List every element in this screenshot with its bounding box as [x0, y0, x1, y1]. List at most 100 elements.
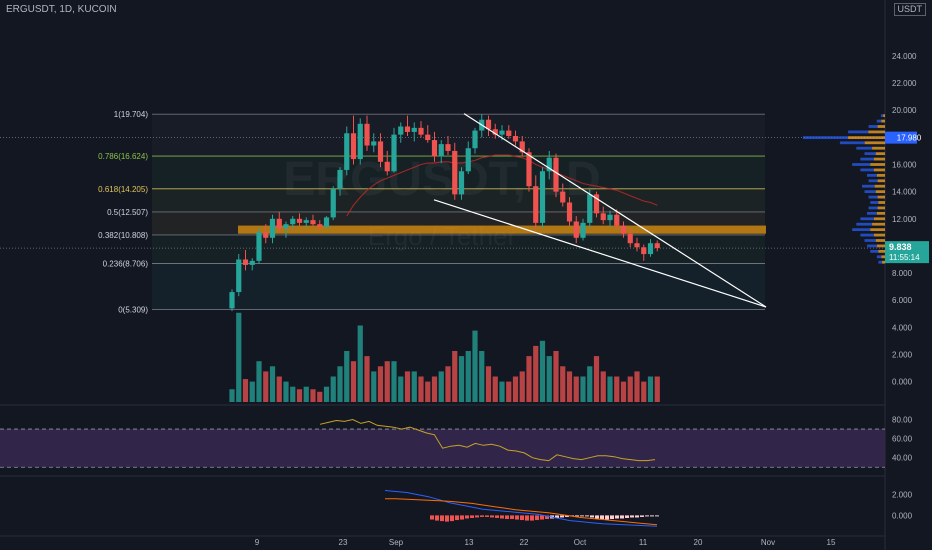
volume-bar: [317, 391, 323, 402]
candle-body: [634, 243, 640, 248]
macd-histogram-bar: [525, 515, 529, 521]
volume-bar: [242, 379, 249, 402]
candle-body: [242, 259, 249, 265]
volume-bar: [573, 376, 579, 402]
volume-profile-bar: [877, 125, 885, 128]
macd-histogram-bar: [580, 515, 584, 517]
price-tick-label: 24.000: [892, 52, 917, 61]
macd-histogram-bar: [645, 515, 649, 517]
time-tick-label: 23: [339, 538, 348, 547]
candle-body: [418, 127, 424, 135]
volume-bar: [290, 386, 296, 402]
volume-bar: [418, 376, 424, 402]
volume-profile-bar: [874, 184, 885, 188]
candle-body: [641, 247, 647, 255]
volume-profile-bar: [864, 152, 876, 156]
volume-profile-bar: [881, 255, 885, 259]
candle-body: [283, 224, 289, 229]
volume-bar: [580, 376, 586, 402]
macd-histogram-bar: [470, 515, 474, 518]
candle-body: [364, 123, 370, 146]
volume-bar: [391, 361, 397, 402]
candle-body: [519, 141, 525, 153]
price-tick-label: 6.000: [892, 296, 913, 305]
macd-histogram-bar: [540, 515, 544, 520]
volume-bar: [627, 376, 633, 402]
candle-body: [303, 220, 309, 223]
candle-body: [404, 126, 411, 132]
volume-bar: [371, 371, 377, 402]
time-tick-label: 20: [694, 538, 703, 547]
wedge-lower-trendline: [433, 199, 767, 308]
candle-body: [249, 260, 255, 265]
candle-body: [310, 220, 316, 225]
volume-profile-bar: [877, 195, 885, 199]
volume-bar: [364, 356, 370, 402]
currency-label[interactable]: USDT: [893, 3, 926, 16]
volume-bar: [283, 381, 289, 402]
macd-histogram-bar: [560, 515, 564, 518]
volume-profile-bar: [848, 130, 869, 134]
macd-histogram-bar: [440, 515, 444, 522]
volume-profile-bar: [875, 152, 885, 156]
fib-level-label: 0.618(14.205): [98, 185, 148, 194]
volume-bar: [519, 371, 525, 402]
volume-bar: [593, 356, 600, 402]
moving-average-line: [346, 154, 658, 217]
candle-body: [263, 232, 269, 238]
volume-bar: [296, 389, 303, 402]
volume-bar: [445, 366, 451, 402]
volume-bar: [607, 376, 613, 402]
candle-body: [452, 150, 458, 195]
candle-countdown: 11:55:14: [889, 253, 920, 262]
volume-profile-bar: [881, 119, 885, 123]
candle-body: [472, 130, 478, 149]
macd-histogram-bar: [480, 515, 484, 517]
volume-bar: [479, 351, 485, 402]
volume-profile-bar: [866, 173, 877, 177]
macd-histogram-bar: [475, 515, 479, 518]
rsi-tick-label: 60.00: [892, 435, 913, 444]
volume-profile-bar: [872, 146, 885, 150]
macd-histogram-bar: [510, 515, 514, 520]
macd-histogram-bar: [450, 515, 454, 522]
candle-body: [276, 218, 282, 229]
volume-profile-bar: [856, 146, 873, 150]
last-price-value: 9.838: [889, 242, 912, 252]
candle-body: [391, 134, 397, 172]
rsi-tick-label: 80.00: [892, 416, 913, 425]
volume-bar: [641, 381, 647, 402]
fib-zone: [152, 188, 765, 212]
macd-histogram-bar: [500, 515, 504, 519]
symbol-title: ERGUSDT, 1D, KUCOIN: [6, 4, 117, 15]
fib-zone: [152, 156, 765, 189]
volume-profile-bar: [870, 163, 885, 166]
volume-profile-bar: [862, 184, 875, 188]
volume-profile-bar: [882, 260, 885, 264]
candle-body: [492, 129, 498, 135]
macd-tick-label: 2.000: [892, 491, 913, 500]
volume-profile-bar: [860, 217, 874, 221]
last-price-tag: [885, 241, 929, 264]
candle-body: [350, 133, 357, 160]
volume-profile-bar: [873, 157, 885, 161]
candle-body: [627, 233, 633, 244]
fib-zone: [152, 114, 765, 157]
macd-histogram-bar: [435, 515, 439, 521]
candle-body: [647, 243, 654, 255]
candle-body: [337, 169, 343, 189]
volume-bar: [398, 376, 404, 402]
fib-level-label: 0(5.309): [118, 306, 148, 315]
candle-body: [620, 225, 627, 234]
candle-body: [290, 218, 296, 225]
macd-histogram-bar: [445, 515, 449, 522]
resistance-zone: [238, 225, 766, 234]
time-tick-label: Sep: [389, 538, 404, 547]
candle-body: [553, 157, 559, 192]
volume-profile-bar: [877, 206, 885, 210]
candle-body: [357, 123, 363, 160]
volume-profile-bar: [880, 114, 884, 118]
price-tick-label: 4.000: [892, 323, 913, 332]
candle-body: [425, 134, 431, 141]
